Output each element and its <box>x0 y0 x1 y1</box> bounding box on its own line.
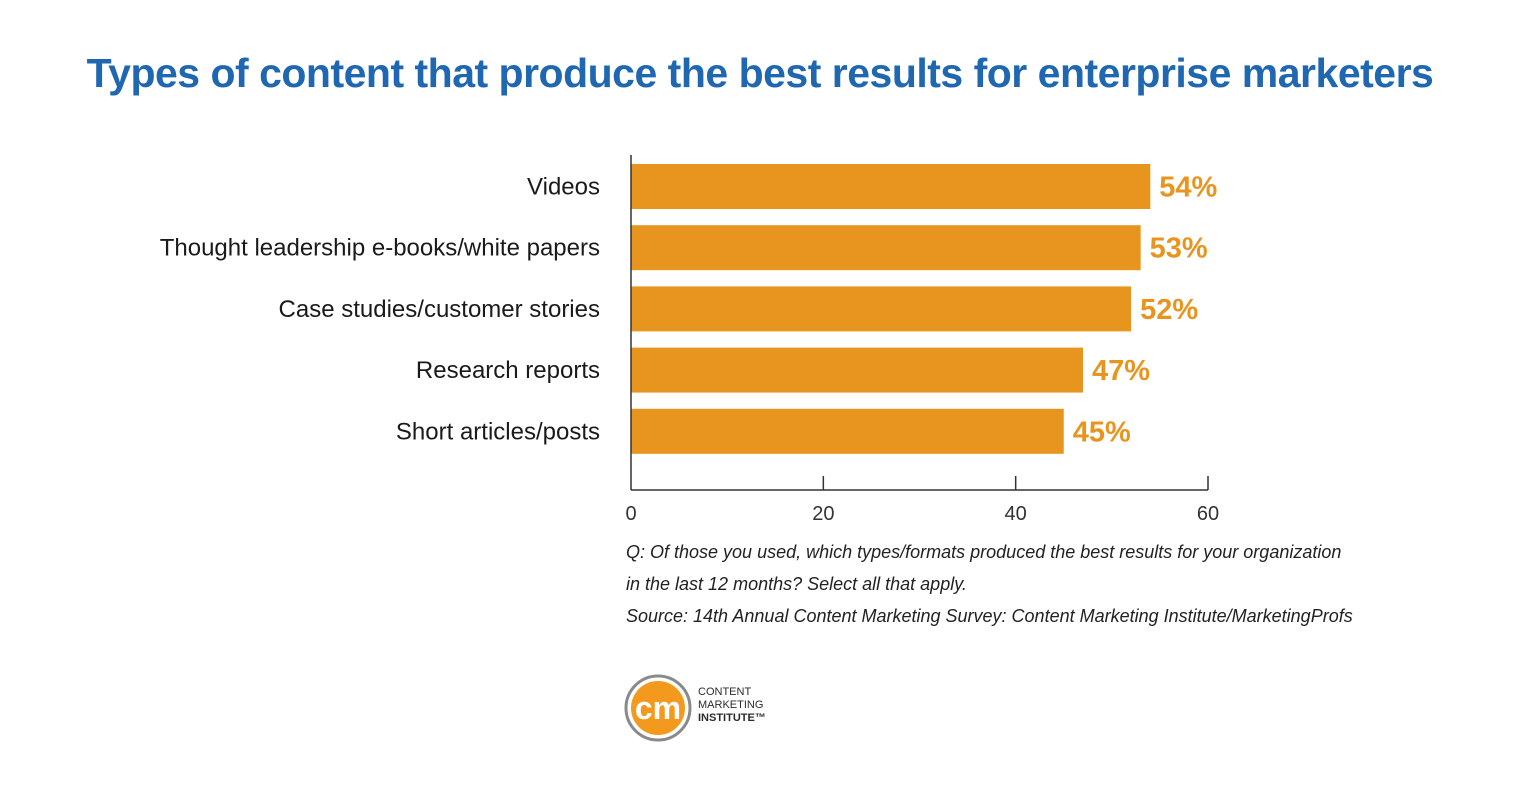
value-label-research-reports: 47% <box>1092 355 1150 387</box>
category-label-videos: Videos <box>527 174 600 201</box>
bar-chart: Videos Thought leadership e-books/white p… <box>160 155 1219 525</box>
bars <box>631 164 1151 454</box>
cm-logo-icon: cm <box>624 674 692 742</box>
logo-line-marketing: MARKETING <box>698 699 764 711</box>
value-label-thought-leadership-e-books-white-papers: 53% <box>1150 233 1208 265</box>
axes: 0 20 40 60 <box>625 155 1219 525</box>
question-note-line1: Q: Of those you used, which types/format… <box>626 542 1342 562</box>
category-labels: Videos Thought leadership e-books/white p… <box>160 174 600 446</box>
logo-line-content: CONTENT <box>698 686 752 698</box>
bar-videos <box>631 164 1151 209</box>
cmi-logo: cm CONTENT MARKETING INSTITUTE™ <box>624 674 824 746</box>
category-label-research-reports: Research reports <box>416 357 600 384</box>
chart-title: Types of content that produce the best r… <box>86 50 1434 96</box>
x-tick-label-0: 0 <box>625 503 636 525</box>
logo-mark-text: cm <box>635 690 681 726</box>
bar-thought-leadership-e-books-white-papers <box>631 225 1141 271</box>
x-tick-label-20: 20 <box>812 503 834 525</box>
x-tick-label-60: 60 <box>1197 503 1219 525</box>
question-note-line2: in the last 12 months? Select all that a… <box>626 574 967 594</box>
value-labels: 54% 53% 52% 47% 45% <box>1073 172 1218 449</box>
bar-research-reports <box>631 347 1083 393</box>
source-note: Source: 14th Annual Content Marketing Su… <box>626 606 1353 626</box>
x-tick-label-40: 40 <box>1005 503 1027 525</box>
logo-line-institute: INSTITUTE™ <box>698 712 766 724</box>
category-label-short-articles-posts: Short articles/posts <box>396 418 600 445</box>
bar-case-studies-customer-stories <box>631 286 1132 332</box>
value-label-short-articles-posts: 45% <box>1073 416 1131 448</box>
logo-wordmark: CONTENT MARKETING INSTITUTE™ <box>698 686 766 725</box>
category-label-case-studies-customer-stories: Case studies/customer stories <box>279 296 600 323</box>
value-label-case-studies-customer-stories: 52% <box>1140 294 1198 326</box>
value-label-videos: 54% <box>1159 172 1217 204</box>
bar-short-articles-posts <box>631 408 1064 454</box>
category-label-thought-leadership-e-books-white-papers: Thought leadership e-books/white papers <box>160 235 600 262</box>
